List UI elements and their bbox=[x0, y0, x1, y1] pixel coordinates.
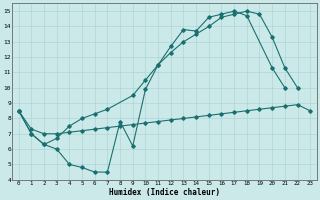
X-axis label: Humidex (Indice chaleur): Humidex (Indice chaleur) bbox=[109, 188, 220, 197]
